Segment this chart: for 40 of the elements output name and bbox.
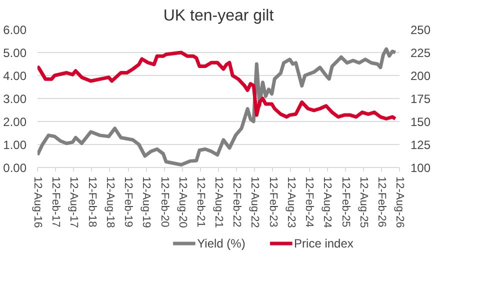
y2-tick-label: 125 [410,138,431,152]
y2-tick-label: 250 [410,23,431,37]
x-tick-label: 12-Feb-18 [86,176,98,228]
x-tick-label: 12-Aug-21 [212,176,224,228]
y-tick-label: 6.00 [3,23,27,37]
line-series [38,47,398,166]
x-tick-label: 12-Aug-20 [176,176,188,228]
chart-title: UK ten-year gilt [163,8,274,24]
x-tick-label: 12-Aug-17 [68,176,80,228]
x-tick-label: 12-Feb-19 [122,176,134,228]
x-tick-label: 12-Feb-20 [158,176,170,228]
y-tick-label: 2.00 [3,115,27,129]
x-tick-label: 12-Feb-21 [194,176,207,228]
legend-label: Yield (%) [197,236,246,250]
x-tick-label: 12-Feb-22 [230,176,243,228]
y-tick-label: 1.00 [3,138,27,152]
x-tick-label: 12-Aug-23 [284,176,297,228]
x-tick-label: 12-Feb-17 [50,176,62,228]
x-tick-label: 12-Aug-24 [321,176,334,228]
y-tick-label: 4.00 [3,69,27,83]
x-tick-label: 12-Feb-24 [303,176,316,228]
y2-tick-label: 175 [410,92,431,106]
x-tick-label: 12-Feb-23 [266,176,279,228]
y-tick-label: 3.00 [3,92,27,106]
x-tick-label: 12-Aug-19 [140,176,152,228]
x-tick-label: 12-Aug-26 [394,176,406,228]
y-tick-label: 5.00 [3,46,27,60]
x-tick-label: 12-Aug-25 [357,176,370,228]
x-tick-label: 12-Feb-26 [376,176,388,228]
y2-tick-label: 225 [410,46,431,60]
y2-tick-label: 200 [410,69,431,83]
y-tick-label: 0.00 [3,161,27,175]
y2-tick-label: 100 [410,161,431,175]
x-tick-label: 12-Feb-25 [339,176,352,228]
legend-label: Price index [294,236,354,250]
line-series [38,50,398,120]
y2-tick-label: 150 [410,115,431,129]
x-tick-label: 12-Aug-18 [104,176,116,228]
x-tick-label: 12-Aug-16 [32,176,44,228]
x-tick-label: 12-Aug-22 [248,176,261,228]
